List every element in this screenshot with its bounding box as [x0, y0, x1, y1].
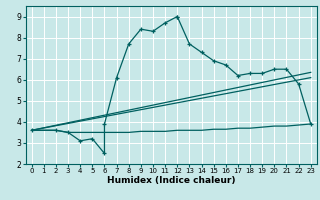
- X-axis label: Humidex (Indice chaleur): Humidex (Indice chaleur): [107, 176, 236, 185]
